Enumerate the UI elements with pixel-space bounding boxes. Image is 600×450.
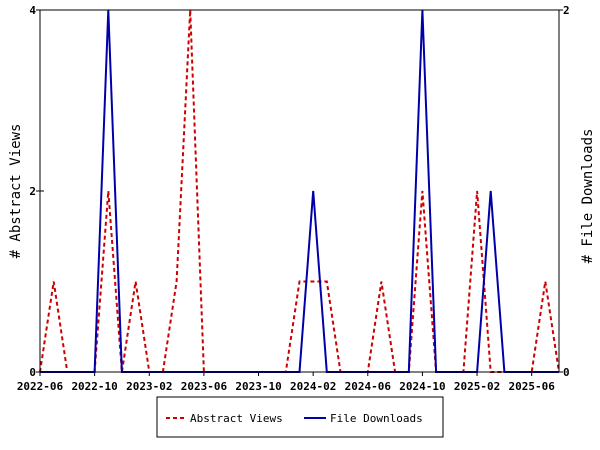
legend: Abstract Views File Downloads <box>156 396 444 438</box>
y-tick-label-left: 4 <box>29 4 36 17</box>
y-tick-label-left: 0 <box>29 366 36 379</box>
x-tick-label: 2023-10 <box>235 380 281 393</box>
y-axis-title-left: # Abstract Views <box>8 124 24 259</box>
x-tick-label: 2024-10 <box>399 380 445 393</box>
x-tick-label: 2022-06 <box>17 380 64 393</box>
series-line-abstract-views <box>39 9 560 373</box>
x-tick-label: 2024-06 <box>345 380 392 393</box>
legend-label-abstract-views: Abstract Views <box>190 412 283 425</box>
x-tick-label: 2025-06 <box>509 380 556 393</box>
chart-series <box>39 9 560 373</box>
y-tick-label-right: 0 <box>563 366 570 379</box>
x-tick-label: 2022-10 <box>71 380 117 393</box>
x-tick-label: 2025-02 <box>454 380 500 393</box>
y-tick-label-left: 2 <box>29 185 36 198</box>
legend-label-file-downloads: File Downloads <box>330 412 423 425</box>
x-tick-label: 2023-02 <box>126 380 172 393</box>
plot-area <box>39 9 560 373</box>
chart-tick-labels: 2022-06 2022-10 2023-02 2023-06 2023-10 2024-… <box>17 4 570 393</box>
legend-box <box>156 396 444 438</box>
x-tick-label: 2023-06 <box>181 380 228 393</box>
y-tick-label-right: 2 <box>563 4 570 17</box>
y-axis-title-right: # File Downloads <box>580 129 596 264</box>
x-tick-label: 2024-02 <box>290 380 336 393</box>
